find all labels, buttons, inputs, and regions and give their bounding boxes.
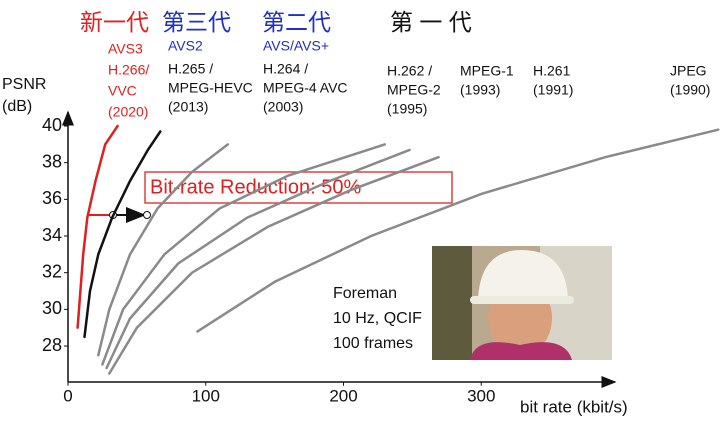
legend-label: H.261 <box>533 63 571 79</box>
legend-label: MPEG-4 AVC <box>263 80 348 96</box>
legend-label: (1991) <box>533 82 573 98</box>
legend-label: MPEG-2 <box>387 82 441 98</box>
y-tick-label: 28 <box>42 335 62 355</box>
series-line <box>105 148 411 370</box>
legend-label: H.262 / <box>387 63 432 79</box>
inset-caption: 10 Hz, QCIF <box>333 310 422 327</box>
legend-label: MPEG-HEVC <box>168 80 253 96</box>
inset-caption: 100 frames <box>333 335 413 352</box>
legend-label: (1990) <box>670 82 710 98</box>
y-axis-label: (dB) <box>2 98 32 115</box>
generation-label: 第 一 代 <box>390 9 472 35</box>
series-line <box>108 155 440 375</box>
avs-label: AVS2 <box>168 38 203 54</box>
legend-label: MPEG-1 <box>460 63 514 79</box>
avs-label: AVS/AVS+ <box>263 38 329 54</box>
x-tick-label: 200 <box>329 386 357 405</box>
reduction-point <box>143 211 151 219</box>
y-tick-label: 40 <box>42 115 62 135</box>
series-line <box>97 143 230 357</box>
x-tick-label: 300 <box>467 386 495 405</box>
legend-label: JPEG <box>670 63 707 79</box>
legend-label: (2013) <box>168 99 208 115</box>
legend-label: H.264 / <box>263 61 308 77</box>
series-line <box>101 143 387 366</box>
legend-label: H.266/ <box>108 62 149 78</box>
series-line <box>196 128 720 333</box>
legend-label: (2003) <box>263 99 303 115</box>
legend-label: VVC <box>108 83 137 99</box>
legend-label: (2020) <box>108 104 148 120</box>
y-tick-label: 34 <box>42 225 62 245</box>
y-axis-label: PSNR <box>2 76 46 93</box>
inset-caption: Foreman <box>333 285 397 302</box>
generation-label: 新一代 <box>80 9 149 35</box>
legend-label: (1993) <box>460 82 500 98</box>
x-tick-label: 100 <box>192 386 220 405</box>
legend-label: H.265 / <box>168 61 213 77</box>
inset-photo <box>432 246 612 360</box>
y-tick-label: 38 <box>42 151 62 171</box>
x-axis-label: bit rate (kbit/s) <box>520 397 628 416</box>
generation-label: 第三代 <box>162 9 231 35</box>
x-tick-label: 0 <box>63 386 72 405</box>
series-line <box>76 124 119 329</box>
legend-label: (1995) <box>387 101 427 117</box>
annotation: Bit-rate Reduction: 50% <box>150 176 361 198</box>
generation-label: 第二代 <box>262 9 331 35</box>
series-line <box>83 130 162 339</box>
y-tick-label: 30 <box>42 298 62 318</box>
avs-label: AVS3 <box>108 41 143 57</box>
y-tick-label: 32 <box>42 261 62 281</box>
y-tick-label: 36 <box>42 188 62 208</box>
